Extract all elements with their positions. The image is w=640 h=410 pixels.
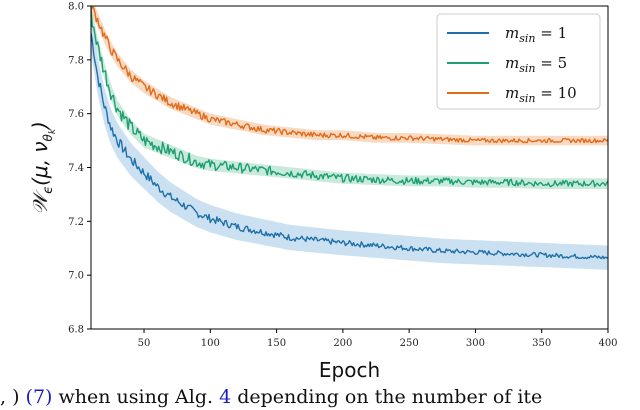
line-series-1: [91, 32, 608, 260]
y-tick-label: 7.6: [68, 109, 84, 120]
x-tick-label: 300: [466, 338, 485, 349]
x-tick-label: 350: [532, 338, 551, 349]
x-tick-label: 400: [598, 338, 617, 349]
legend-label-series-1: msin = 1: [505, 24, 567, 45]
y-tick-label: 7.4: [68, 163, 84, 174]
legend: msin = 1 msin = 5 msin = 10: [436, 13, 601, 110]
x-axis-title: Epoch: [319, 358, 380, 382]
x-tick-label: 50: [138, 338, 151, 349]
svg-text:𝒲ϵ(μ, νθk): 𝒲ϵ(μ, νθk): [28, 121, 58, 215]
equation-reference-link[interactable]: (7): [25, 386, 53, 408]
legend-box: [436, 13, 601, 110]
line-series-3: [91, 6, 608, 144]
y-axis-title: 𝒲ϵ(μ, νθk): [28, 121, 58, 215]
confidence-band-series-1: [91, 13, 608, 270]
line-chart: 50 100 150 200 250 300 350 400 6.8 7.0 7.2 7.4 7.6 7…: [28, 2, 618, 383]
caption-part-1: , ): [0, 386, 26, 408]
y-tick-label: 7.0: [68, 271, 84, 282]
line-series-2: [91, 8, 608, 188]
x-tick-label: 200: [333, 338, 352, 349]
y-tick-label: 7.2: [68, 217, 84, 228]
algorithm-reference-link[interactable]: 4: [219, 386, 232, 408]
x-tick-label: 250: [400, 338, 419, 349]
y-tick-label: 8.0: [68, 2, 84, 13]
legend-label-series-3: msin = 10: [505, 84, 577, 105]
x-tick-label: 100: [201, 338, 220, 349]
caption-text: , ) (7) when using Alg. 4 depending on t…: [0, 386, 640, 410]
caption-part-2: when using Alg.: [52, 386, 220, 408]
y-tick-label: 6.8: [68, 325, 84, 336]
legend-label-series-2: msin = 5: [505, 54, 567, 75]
caption-part-3: depending on the number of ite: [231, 386, 543, 408]
x-tick-label: 150: [267, 338, 286, 349]
y-tick-label: 7.8: [68, 55, 84, 66]
